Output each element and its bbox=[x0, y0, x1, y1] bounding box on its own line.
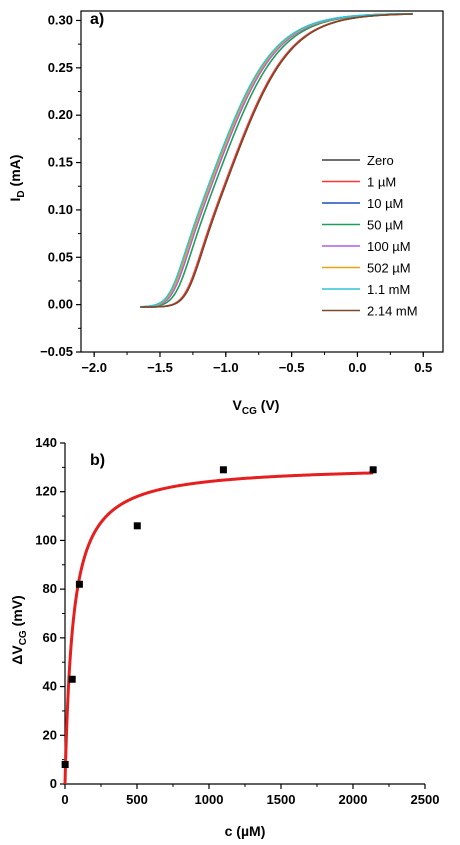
chart-b-xtick-label: 1500 bbox=[267, 792, 296, 807]
chart-a-legend: Zero 1 µM 10 µM 50 µM 100 µM 502 µM 1.1 mM 2.14… bbox=[322, 153, 418, 319]
chart-a-ytick-label: 0.20 bbox=[48, 107, 73, 122]
panel-a-label: a) bbox=[90, 11, 104, 28]
chart-a-series-line bbox=[140, 13, 413, 308]
chart-a-legend-label: Zero bbox=[367, 153, 394, 168]
chart-a-legend-label: 100 µM bbox=[367, 239, 411, 254]
chart-b-xtick-label: 2500 bbox=[411, 792, 440, 807]
panel-b-label: b) bbox=[90, 452, 105, 469]
chart-a-frame bbox=[80, 10, 444, 353]
chart-a-legend-label: 1.1 mM bbox=[367, 282, 410, 297]
chart-a-xtick-label: −1.0 bbox=[213, 360, 239, 375]
chart-a-xtick-label: 0.0 bbox=[348, 360, 366, 375]
chart-b-point bbox=[68, 675, 76, 683]
chart-a-series-line bbox=[140, 12, 413, 308]
chart-b-ytick-label: 0 bbox=[50, 776, 57, 791]
chart-a-xtick-label: 0.5 bbox=[414, 360, 432, 375]
chart-a-ytick-label: 0.30 bbox=[48, 12, 73, 27]
chart-a-axes: −2.0 −1.5 −1.0 −0.5 0.0 0.5 −0.05 0.00 0.05 0.10 0… bbox=[40, 10, 444, 375]
chart-b-xtick-label: 500 bbox=[126, 792, 148, 807]
chart-b-point bbox=[133, 522, 141, 530]
chart-b-ylabel: ΔVCG (mV) bbox=[9, 595, 29, 664]
chart-b-point bbox=[369, 466, 377, 474]
chart-b-ytick-label: 40 bbox=[43, 679, 57, 694]
chart-a: a) −2.0 −1.5 −1.0 −0.5 0.0 0.5 −0.05 0.00 0.05 0.… bbox=[7, 10, 444, 417]
chart-b-xtick-label: 0 bbox=[61, 792, 68, 807]
chart-b-ytick-label: 100 bbox=[35, 532, 57, 547]
chart-a-ytick-label: 0.25 bbox=[48, 60, 73, 75]
chart-a-xtick-label: −0.5 bbox=[279, 360, 305, 375]
chart-b-ytick-label: 140 bbox=[35, 435, 57, 450]
chart-a-curves bbox=[140, 12, 413, 308]
chart-a-ytick-label: 0.10 bbox=[48, 202, 73, 217]
chart-b-fit bbox=[63, 471, 374, 784]
chart-b-fit-curve bbox=[63, 471, 374, 784]
chart-a-ylabel: ID (mA) bbox=[7, 155, 27, 202]
chart-b-ytick-label: 80 bbox=[43, 581, 57, 596]
chart-a-ytick-label: 0.15 bbox=[48, 155, 73, 170]
chart-b-ytick-label: 20 bbox=[43, 727, 57, 742]
chart-a-xlabel: VCG (V) bbox=[233, 397, 280, 417]
chart-b-ytick-label: 60 bbox=[43, 630, 57, 645]
chart-a-legend-label: 1 µM bbox=[367, 175, 396, 190]
chart-b-ytick-label: 120 bbox=[35, 484, 57, 499]
chart-b-xtick-label: 1000 bbox=[195, 792, 224, 807]
chart-b-point bbox=[61, 761, 69, 769]
chart-a-ytick-label: 0.05 bbox=[48, 249, 73, 264]
chart-a-ytick-label: 0.00 bbox=[48, 297, 73, 312]
chart-b-point bbox=[219, 466, 227, 474]
chart-b-xtick-label: 2000 bbox=[339, 792, 368, 807]
chart-a-legend-label: 10 µM bbox=[367, 196, 403, 211]
chart-a-ytick-label: −0.05 bbox=[40, 344, 73, 359]
chart-a-legend-label: 2.14 mM bbox=[367, 304, 418, 319]
chart-a-legend-label: 502 µM bbox=[367, 261, 411, 276]
chart-b-point bbox=[75, 580, 83, 588]
chart-a-xtick-label: −2.0 bbox=[81, 360, 107, 375]
chart-b-axes: 0 500 1000 1500 2000 2500 0 20 40 60 80 100 120 140 bbox=[35, 435, 439, 807]
chart-b: b) 0 500 1000 1500 2000 2500 0 20 40 60 80 100 120 14… bbox=[9, 435, 439, 839]
chart-b-xlabel: c (µM) bbox=[225, 823, 266, 839]
chart-a-legend-label: 50 µM bbox=[367, 218, 403, 233]
chart-a-xtick-label: −1.5 bbox=[147, 360, 173, 375]
chart-b-points bbox=[61, 466, 377, 769]
